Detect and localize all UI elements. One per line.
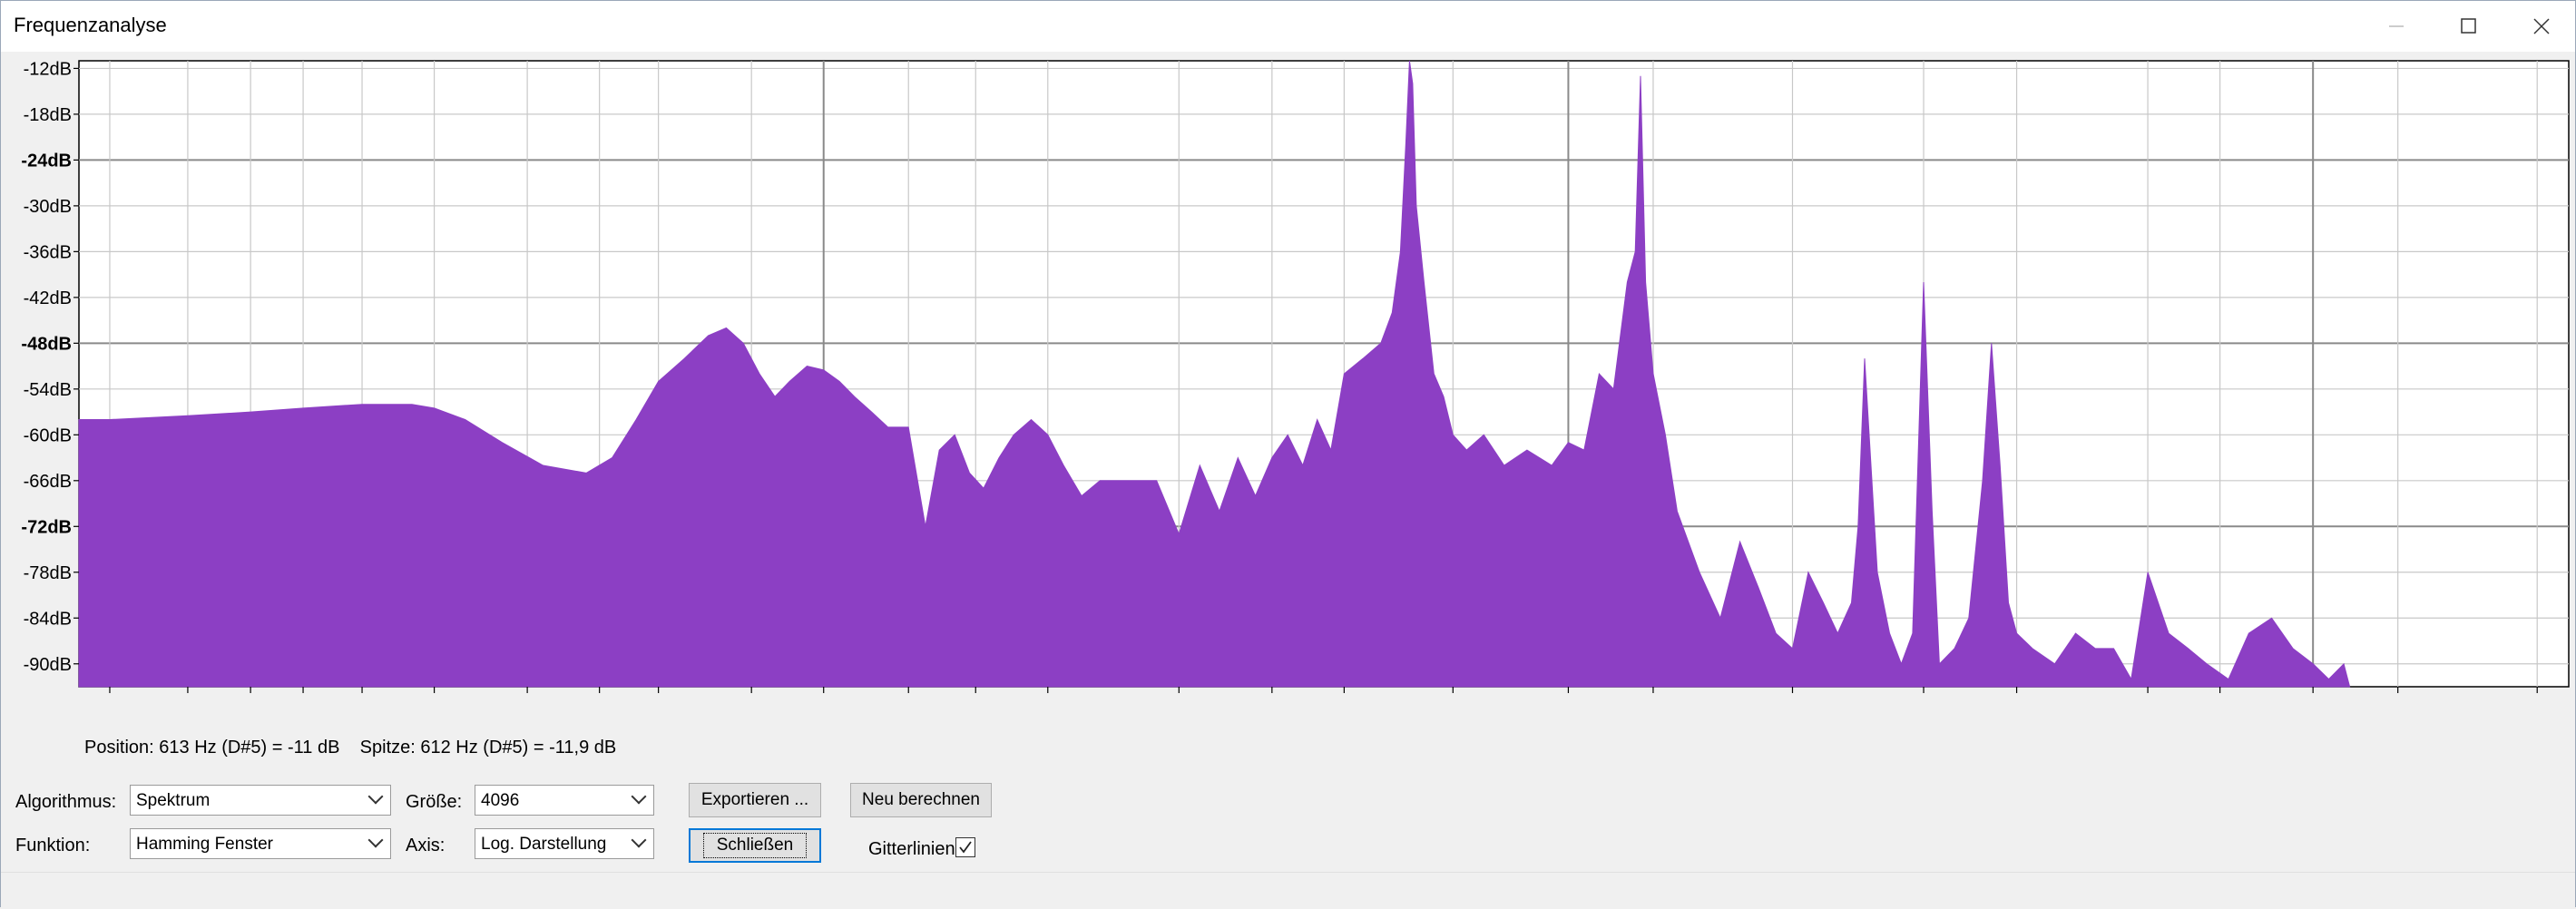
gridlines-checkbox[interactable] (955, 837, 975, 857)
position-readout: Position: 613 Hz (D#5) = -11 dB (84, 738, 340, 758)
peak-readout: Spitze: 612 Hz (D#5) = -11,9 dB (359, 738, 617, 758)
y-tick-label: -48dB (21, 334, 72, 354)
close-dialog-button-label: Schließen (702, 833, 808, 858)
y-tick-label: -72dB (21, 517, 72, 537)
size-select[interactable]: 4096 (475, 785, 654, 816)
algorithm-value: Spektrum (136, 791, 211, 810)
close-button[interactable] (2505, 1, 2576, 52)
minimize-icon (2389, 25, 2404, 27)
y-tick-label: -36dB (24, 242, 72, 262)
maximize-button[interactable] (2433, 1, 2505, 52)
y-tick-label: -12dB (24, 59, 72, 79)
function-value: Hamming Fenster (136, 835, 273, 854)
function-label: Funktion: (15, 836, 91, 855)
axis-select[interactable]: Log. Darstellung (475, 828, 654, 859)
spectrum-area (78, 60, 2351, 688)
y-tick-label: -54dB (24, 380, 72, 400)
recalculate-button-label: Neu berechnen (862, 790, 980, 809)
y-tick-label: -18dB (24, 105, 72, 125)
spectrum-plot-area[interactable]: -12dB -18dB -24dB -30dB -36dB -42dB -48dB -54dB… (1, 52, 2576, 718)
y-tick-label: -24dB (21, 151, 72, 171)
y-tick-label: -90dB (24, 655, 72, 675)
y-tick-label: -60dB (24, 425, 72, 445)
size-label: Größe: (406, 792, 463, 812)
chevron-down-icon (631, 832, 647, 848)
export-button[interactable]: Exportieren ... (689, 783, 821, 817)
axis-value: Log. Darstellung (481, 835, 607, 854)
checkmark-icon (959, 841, 972, 854)
size-value: 4096 (481, 791, 520, 810)
close-icon (2533, 18, 2550, 34)
cursor-info: Position: 613 Hz (D#5) = -11 dB Spitze: … (84, 738, 616, 758)
algorithm-label: Algorithmus: (15, 792, 117, 812)
y-tick-label: -66dB (24, 472, 72, 492)
function-select[interactable]: Hamming Fenster (130, 828, 391, 859)
y-tick-label: -84dB (24, 609, 72, 629)
title-bar[interactable]: Frequenzanalyse (1, 1, 2575, 52)
maximize-icon (2461, 18, 2476, 34)
chevron-down-icon (631, 788, 647, 805)
spectrum-plot[interactable]: -12dB -18dB -24dB -30dB -36dB -42dB -48dB -54dB… (1, 52, 2576, 718)
chevron-down-icon (367, 788, 384, 805)
chevron-down-icon (367, 832, 384, 848)
algorithm-select[interactable]: Spektrum (130, 785, 391, 816)
y-tick-label: -30dB (24, 197, 72, 217)
window-title: Frequenzanalyse (14, 14, 167, 36)
y-tick-label: -42dB (24, 288, 72, 308)
status-bar (1, 872, 2575, 909)
close-dialog-button[interactable]: Schließen (689, 828, 821, 863)
gridlines-label: Gitterlinien (868, 839, 955, 859)
export-button-label: Exportieren ... (700, 790, 809, 809)
y-tick-label: -78dB (24, 563, 72, 583)
recalculate-button[interactable]: Neu berechnen (850, 783, 992, 817)
axis-label: Axis: (406, 836, 446, 855)
minimize-button[interactable] (2360, 1, 2433, 52)
